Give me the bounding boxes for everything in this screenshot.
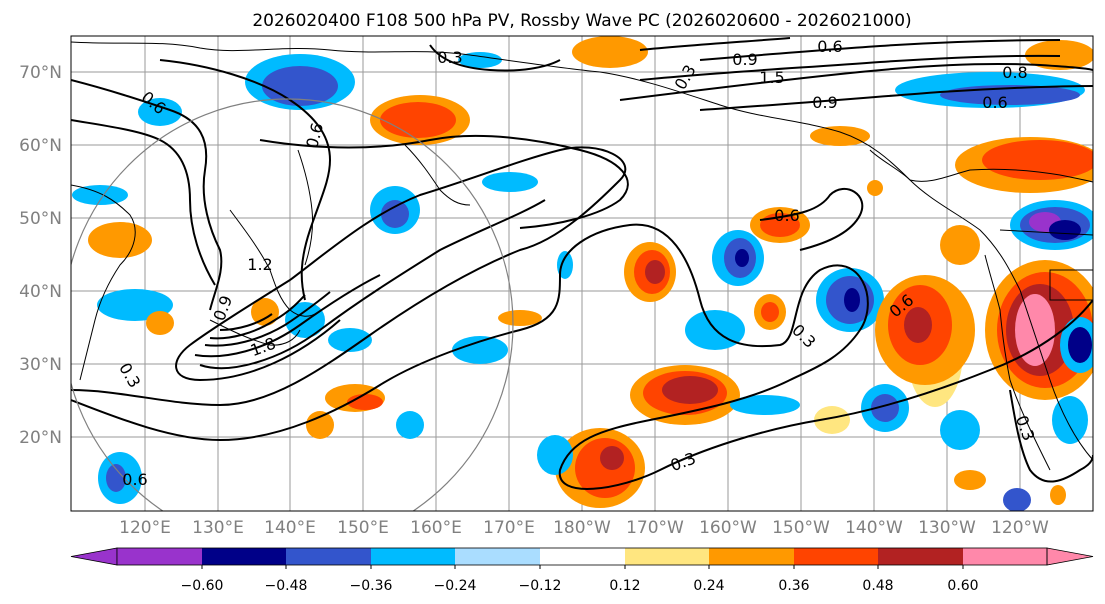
longitude-labels: 120°E 130°E 140°E 150°E 160°E 170°E 180°…: [119, 518, 1049, 538]
contour-label: 1.5: [759, 68, 784, 87]
lon-label: 170°W: [626, 518, 684, 538]
colorbar-cell: [625, 548, 709, 565]
lon-label: 130°E: [192, 518, 244, 538]
colorbar-tick-labels: −0.60 −0.48 −0.36 −0.24 −0.12 0.12 0.24 …: [181, 578, 979, 594]
contour-label: 0.6: [817, 37, 842, 56]
colorbar-tick-label: 0.48: [862, 578, 893, 594]
lat-label: 40°N: [19, 282, 62, 302]
lon-label: 160°W: [699, 518, 757, 538]
colorbar-cell: [371, 548, 455, 565]
colorbar-cell: [117, 548, 202, 565]
colorbar-tick-label: 0.60: [947, 578, 978, 594]
map-title: 2026020400 F108 500 hPa PV, Rossby Wave …: [252, 11, 911, 31]
colorbar-tick-label: −0.60: [181, 578, 224, 594]
map-frame: [70, 35, 1094, 512]
lon-label: 130°W: [918, 518, 976, 538]
contour-label: 1.2: [247, 255, 272, 274]
colorbar-tick-label: 0.36: [778, 578, 809, 594]
pv-contours: [71, 37, 1093, 490]
colorbar-tick-label: −0.24: [434, 578, 477, 594]
colorbar: −0.60 −0.48 −0.36 −0.24 −0.12 0.12 0.24 …: [70, 547, 1094, 594]
colorbar-tick-label: 0.12: [609, 578, 640, 594]
colorbar-outline: [116, 547, 1048, 566]
lon-label: 170°E: [483, 518, 535, 538]
contour-label: 0.3: [437, 48, 462, 67]
colorbar-cell: [455, 548, 540, 565]
colorbar-extend-low: [70, 547, 118, 566]
colorbar-cell: [794, 548, 878, 565]
colorbar-cells: [70, 547, 1094, 569]
colorbar-cell: [540, 548, 625, 565]
range-circle: [71, 98, 514, 511]
contour-label: 0.6: [982, 93, 1007, 112]
map-content: 0.3 0.6 1.5 0.9 0.6 1.2 0.9 1.8 0.6 0.6 …: [71, 36, 1093, 511]
lon-label: 140°W: [845, 518, 903, 538]
colorbar-cell: [878, 548, 963, 565]
colorbar-tick-label: −0.36: [350, 578, 393, 594]
latitude-labels: 70°N 60°N 50°N 40°N 30°N 20°N: [19, 63, 62, 448]
colorbar-tick-label: −0.48: [265, 578, 308, 594]
lon-label: 150°W: [772, 518, 830, 538]
colorbar-cell: [202, 548, 286, 565]
lat-label: 50°N: [19, 209, 62, 229]
lat-label: 70°N: [19, 63, 62, 83]
lat-label: 30°N: [19, 355, 62, 375]
colorbar-extend-high: [1046, 547, 1094, 566]
lon-label: 140°E: [264, 518, 316, 538]
colorbar-cell: [963, 548, 1047, 565]
lat-label: 60°N: [19, 136, 62, 156]
contour-label: 0.9: [812, 93, 837, 112]
lon-label: 120°E: [119, 518, 171, 538]
contour-label: 0.8: [1002, 63, 1027, 82]
colorbar-cell: [286, 548, 371, 565]
contour-label: 0.9: [732, 50, 757, 69]
colorbar-cell: [709, 548, 794, 565]
lon-label: 120°W: [991, 518, 1049, 538]
lat-label: 20°N: [19, 428, 62, 448]
contour-label: 0.6: [774, 206, 799, 225]
contour-label: 0.6: [122, 470, 147, 489]
colorbar-tick-label: 0.24: [693, 578, 724, 594]
lon-label: 150°E: [337, 518, 389, 538]
lon-label: 180°W: [553, 518, 611, 538]
colorbar-tick-label: −0.12: [519, 578, 562, 594]
lon-label: 160°E: [410, 518, 462, 538]
